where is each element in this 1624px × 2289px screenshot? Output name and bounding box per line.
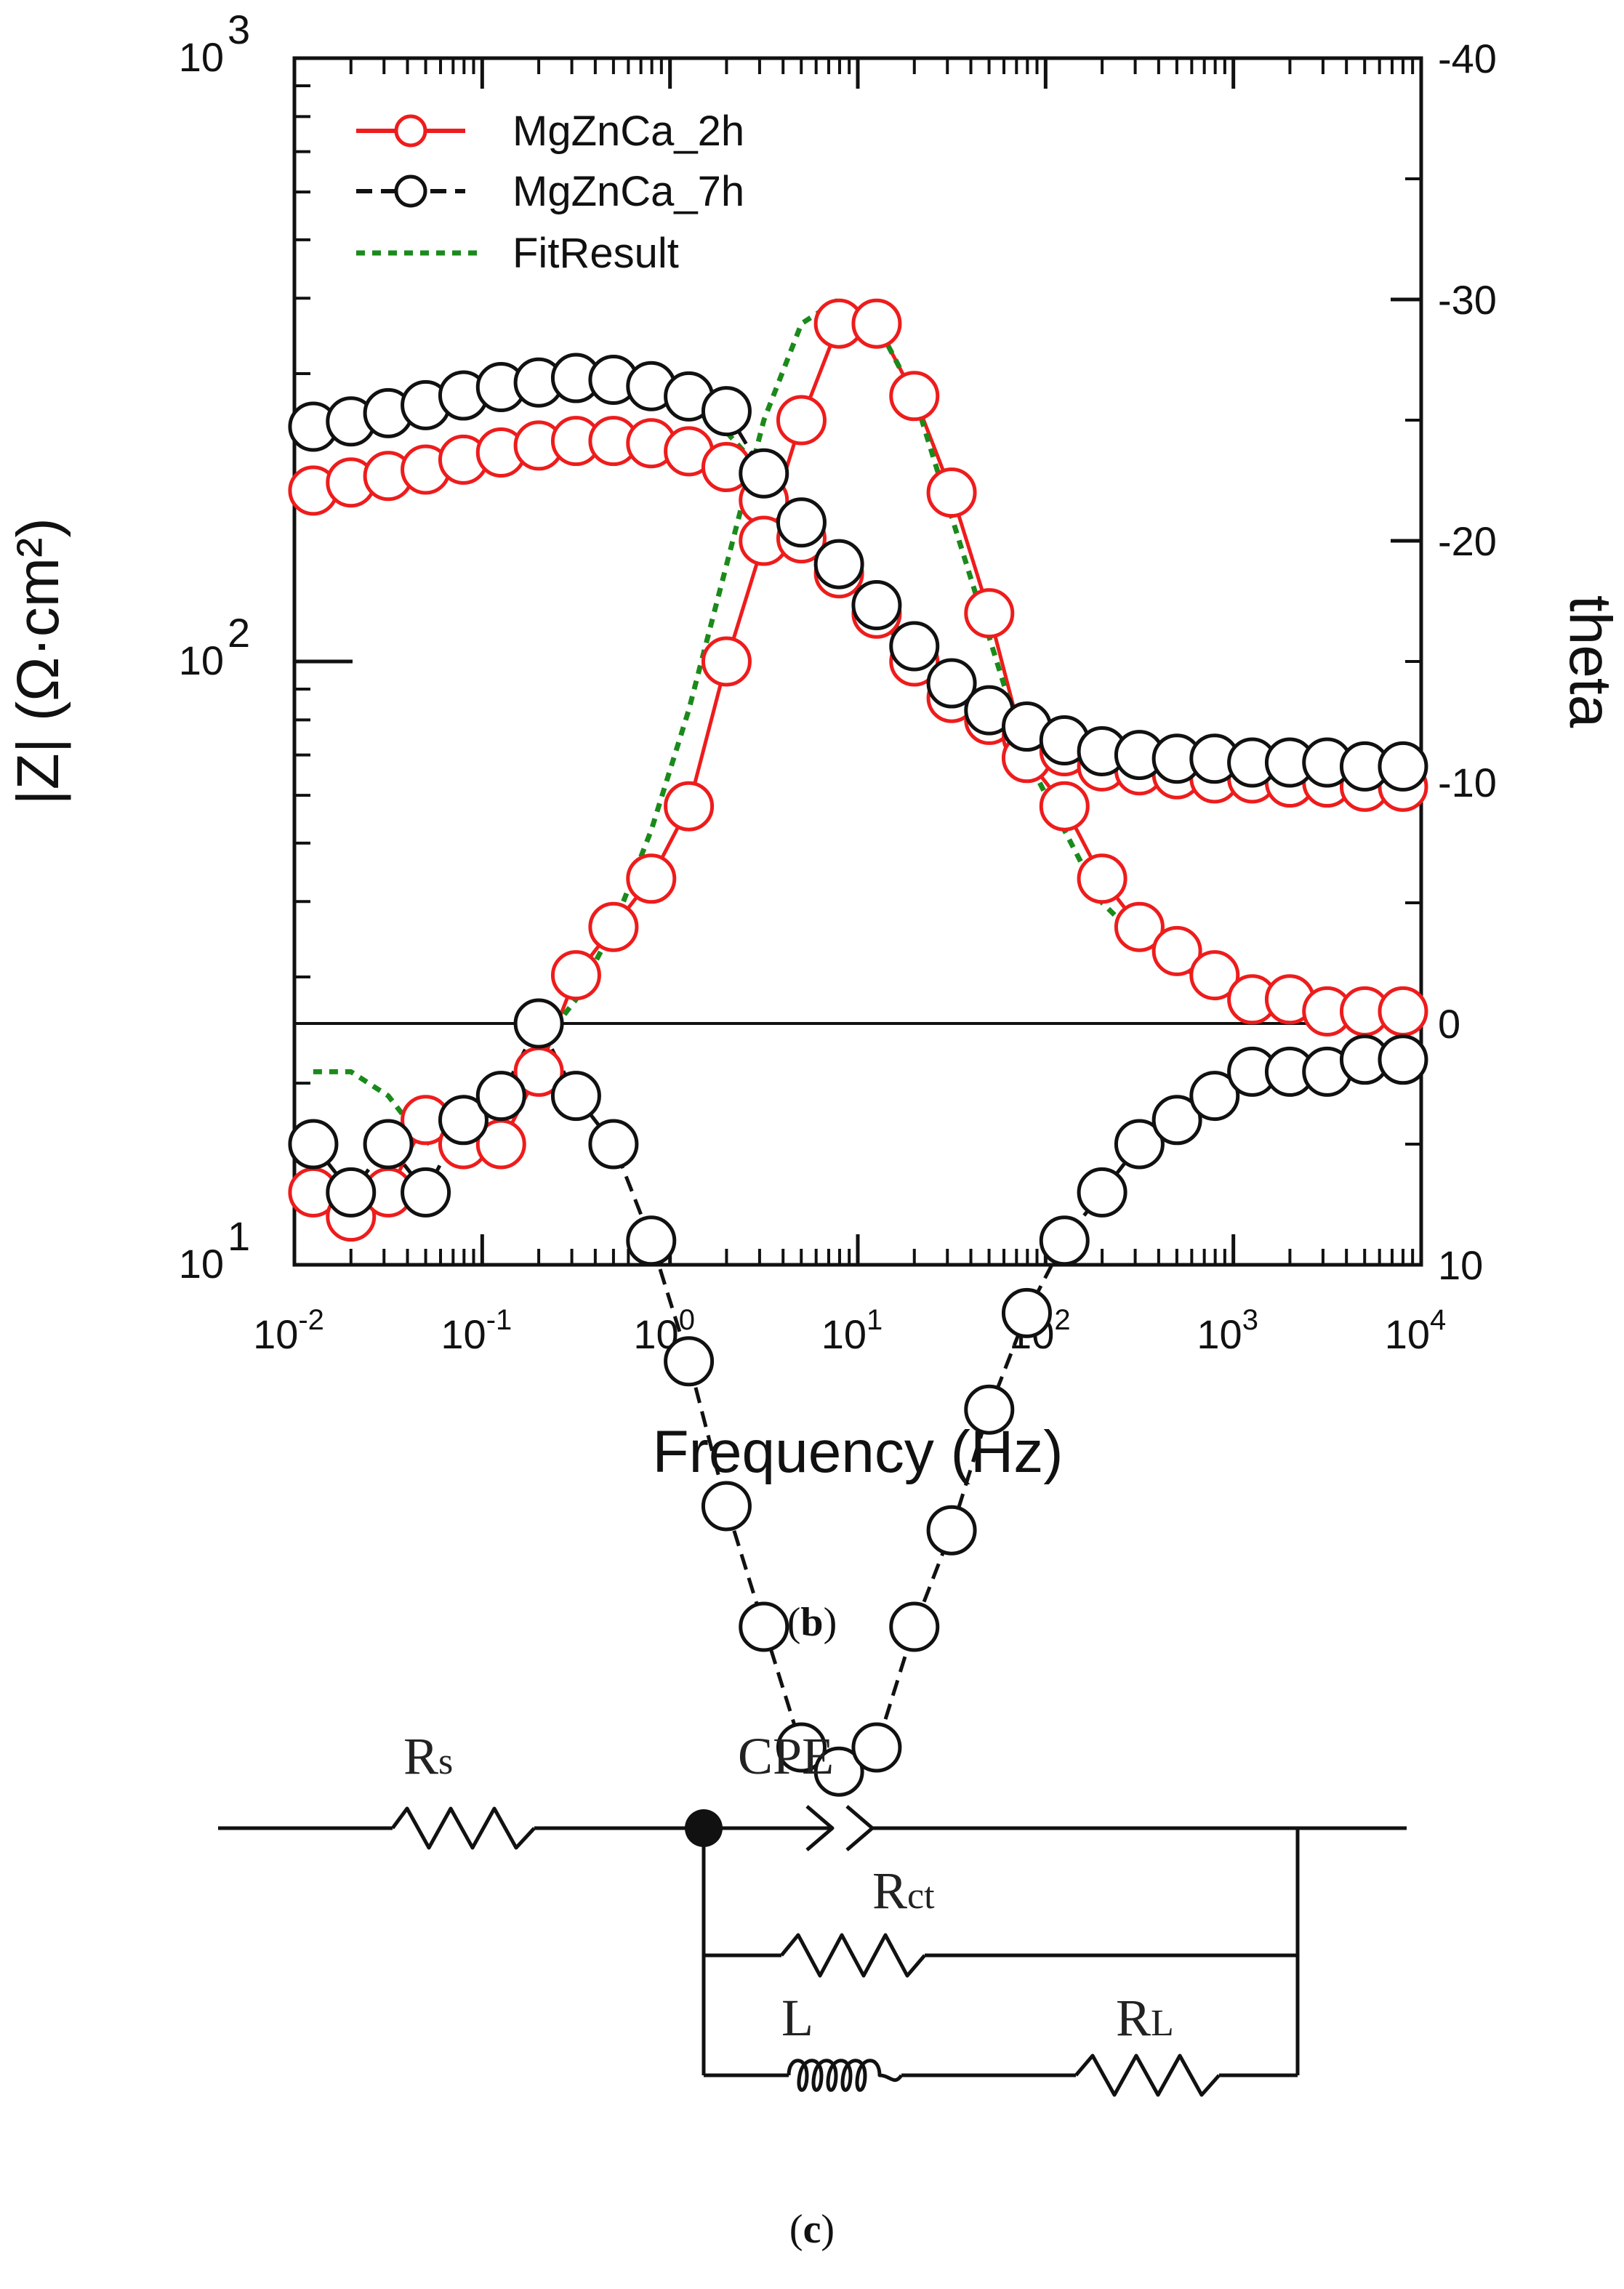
y-tick-exponent: 3	[228, 7, 250, 52]
series-1-theta-point	[288, 1119, 339, 1170]
series-1-impedance-point	[701, 386, 752, 437]
x-tick-label: 10-2	[253, 1304, 324, 1357]
label-rl: RL	[1116, 1989, 1174, 2047]
label-l: L	[781, 1989, 813, 2047]
y2-tick-labels: -40 -30 -20 -10 0 10	[1438, 36, 1497, 1288]
y2-axis-title: theta	[1557, 595, 1623, 728]
series-1-theta-point	[513, 998, 564, 1049]
label-rs: Rs	[403, 1727, 453, 1785]
series-1-theta-point	[664, 1336, 715, 1387]
y-tick-exponent: 2	[228, 610, 250, 656]
series-1-impedance-point	[1378, 741, 1428, 792]
caption-c: (c)	[789, 2207, 835, 2252]
series-0-theta-point	[1039, 781, 1090, 832]
series-1-theta-point	[326, 1167, 377, 1218]
y2-tick-label: 0	[1438, 1001, 1460, 1047]
series-1-theta-point	[889, 1601, 940, 1652]
series-1-theta-point	[1378, 1034, 1428, 1085]
series-1-impedance-point	[889, 621, 940, 672]
legend-label-2h: MgZnCa_2h	[512, 108, 744, 155]
x-tick-label: 103	[1197, 1304, 1258, 1357]
series-lines	[311, 297, 1404, 1774]
series-1-theta-point	[1039, 1215, 1090, 1266]
y2-tick-label: -20	[1438, 518, 1497, 564]
series-1-theta-point	[813, 1746, 864, 1797]
series-0-theta-point	[626, 853, 677, 904]
series-0-theta-point	[1189, 950, 1240, 1001]
y-axis-title: |Z| (Ω·cm²)	[5, 518, 71, 805]
series-0-theta-point	[964, 588, 1015, 639]
series-0-theta-point	[664, 781, 715, 832]
series-1-theta-point	[1001, 1287, 1052, 1338]
series-markers	[288, 298, 1428, 1797]
label-cpe: CPE	[738, 1727, 834, 1785]
series-1-impedance-point	[851, 579, 902, 630]
series-1-impedance-point	[739, 448, 789, 499]
y2-tick-label: -40	[1438, 36, 1497, 81]
series-1-theta-point	[401, 1167, 451, 1218]
legend-label-7h: MgZnCa_7h	[512, 168, 744, 215]
x-axis-title: Frequency (Hz)	[652, 1419, 1063, 1485]
circuit-node	[685, 1809, 723, 1847]
series-0-theta-point	[1151, 925, 1202, 976]
series-0-theta-point	[776, 395, 827, 446]
series-1-theta-point	[1114, 1119, 1165, 1170]
series-0-theta-point	[1077, 853, 1127, 904]
y2-tick-label: 10	[1438, 1242, 1483, 1288]
series-0-theta-point	[926, 467, 977, 518]
series-0-theta-point	[588, 901, 639, 952]
y-tick-exponent: 1	[228, 1213, 250, 1259]
y2-tick-label: -10	[1438, 760, 1497, 805]
series-0-theta-point	[889, 371, 940, 422]
rs-resistor	[390, 1806, 536, 1850]
minor-ticks	[294, 58, 1421, 1265]
label-rct: Rct	[872, 1862, 935, 1920]
series-1-theta-point	[776, 1722, 827, 1773]
series-1-impedance-point	[926, 658, 977, 709]
series-1-theta-point	[851, 1722, 902, 1773]
equivalent-circuit	[218, 1805, 1407, 2097]
series-1-theta-point	[475, 1071, 526, 1122]
series-1-theta-point	[701, 1481, 752, 1532]
series-0-theta-point	[1114, 901, 1165, 952]
caption-b: (b)	[787, 1600, 837, 1645]
cpe-right-plate	[845, 1805, 875, 1851]
legend-marker-2h	[394, 114, 427, 148]
y-tick-label: 10	[179, 1241, 224, 1287]
rl-resistor	[1074, 2053, 1221, 2097]
legend-marker-7h	[394, 174, 427, 208]
series-0-theta-point	[851, 298, 902, 349]
series-1-theta-point	[926, 1505, 977, 1556]
x-tick-label: 10-1	[441, 1304, 512, 1357]
x-tick-label: 101	[821, 1304, 883, 1357]
series-0-theta-point	[701, 636, 752, 687]
series-1-theta-point	[626, 1215, 677, 1266]
y-tick-label: 10	[179, 637, 224, 683]
cpe-left-plate	[805, 1805, 835, 1851]
series-1-theta-point	[438, 1095, 489, 1146]
series-1-theta-point	[363, 1119, 414, 1170]
series-1-theta-point	[739, 1601, 789, 1652]
series-1-impedance-point	[776, 497, 827, 548]
series-1-theta-point	[964, 1384, 1015, 1435]
y-tick-label: 10	[179, 34, 224, 80]
y2-tick-label: -30	[1438, 277, 1497, 323]
rct-resistor	[780, 1933, 926, 1978]
series-1-theta-point	[1189, 1071, 1240, 1122]
x-tick-label: 104	[1385, 1304, 1447, 1357]
series-0-theta-point	[1378, 986, 1428, 1037]
series-0-theta-point	[550, 950, 601, 1001]
legend-label-fit: FitResult	[512, 230, 679, 277]
inductor-coil	[787, 2059, 904, 2092]
series-1-theta-point	[550, 1071, 601, 1122]
series-1-theta-point	[1151, 1095, 1202, 1146]
legend: MgZnCa_2h MgZnCa_7h FitResult	[356, 108, 744, 277]
series-1-theta-point	[1077, 1167, 1127, 1218]
x-tick-labels: 10-210-1100101102103104	[253, 1304, 1446, 1357]
series-1-theta-point	[588, 1119, 639, 1170]
series-1-impedance-point	[813, 539, 864, 590]
